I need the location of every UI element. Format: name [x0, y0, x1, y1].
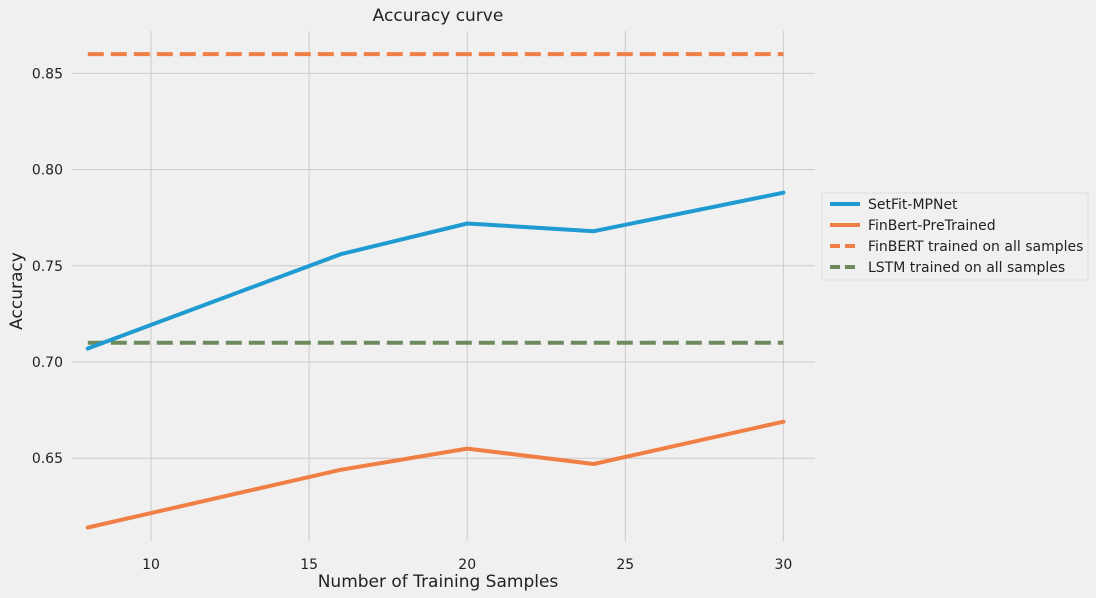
legend-box	[821, 192, 1089, 281]
x-tick-label: 25	[616, 557, 634, 573]
legend-label: FinBERT trained on all samples	[868, 239, 1083, 255]
y-tick-label: 0.70	[32, 355, 63, 371]
x-axis-label: Number of Training Samples	[318, 572, 559, 592]
y-axis-label: Accuracy	[7, 252, 27, 330]
legend-label: SetFit-MPNet	[868, 197, 958, 213]
y-tick-label: 0.65	[32, 451, 63, 467]
legend: SetFit-MPNet FinBert-PreTrained FinBERT tr…	[821, 192, 1089, 281]
series-line-1	[85, 419, 786, 530]
tick-labels: 10 15 20 25 30 0.65 0.70 0.75 0.80 0.85	[32, 66, 792, 573]
x-tick-label: 30	[774, 557, 792, 573]
x-tick-label: 10	[142, 557, 160, 573]
chart-title: Accuracy curve	[373, 6, 504, 26]
y-tick-label: 0.85	[32, 66, 63, 82]
series-lines	[85, 52, 786, 530]
series-line-0	[85, 190, 786, 351]
x-tick-label: 20	[458, 557, 476, 573]
legend-label: LSTM trained on all samples	[868, 260, 1065, 276]
x-tick-label: 15	[300, 557, 318, 573]
y-tick-label: 0.75	[32, 259, 63, 275]
y-tick-label: 0.80	[32, 163, 63, 179]
grid	[72, 31, 815, 541]
legend-label: FinBert-PreTrained	[868, 218, 996, 234]
